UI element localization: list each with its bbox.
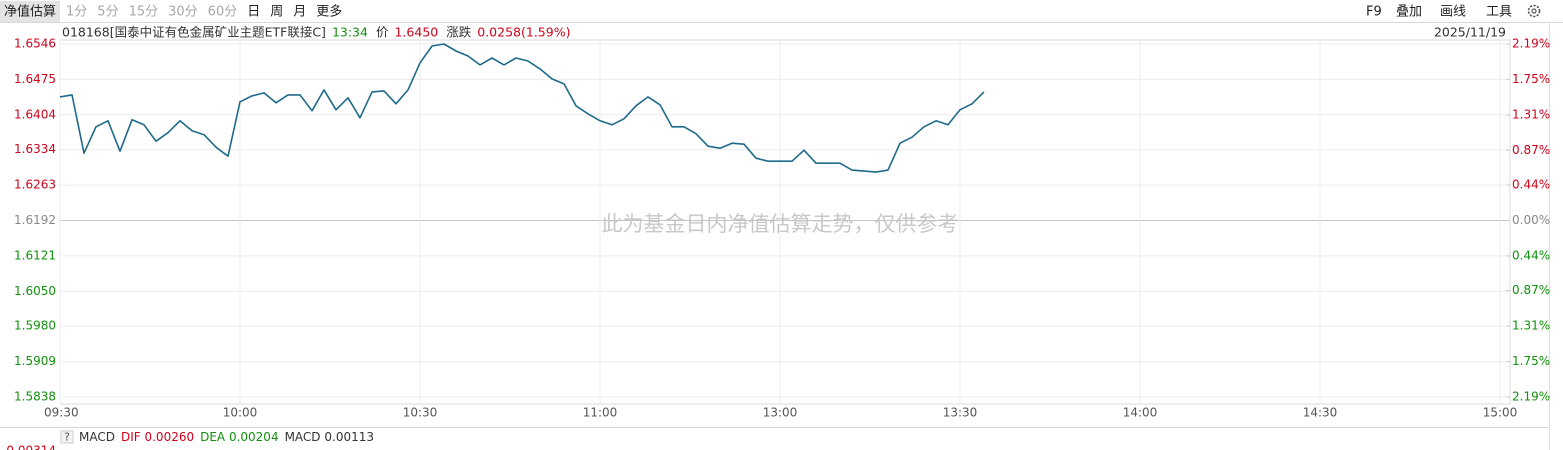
gear-inner [1531,8,1537,14]
y2-tick-label: 2.19% [1512,390,1550,404]
x-tick-label: 09:30 [44,406,79,420]
y2-tick-label: 1.31% [1512,319,1550,333]
tab[interactable]: 5分 [97,5,118,20]
x-tick-label: 14:30 [1303,406,1338,420]
tab[interactable]: 1分 [66,5,87,20]
tool-button[interactable]: 画线 [1440,5,1466,20]
x-tick-label: 11:00 [583,406,618,420]
y-tick-label: 1.5980 [14,319,56,333]
help-icon[interactable]: ? [64,431,70,444]
y2-tick-label: 1.75% [1512,72,1550,86]
settings-icon[interactable] [1527,4,1541,18]
tab[interactable]: 15分 [129,5,159,20]
y-tick-label: 1.6334 [14,142,56,156]
y-tick-label: 1.5909 [14,354,56,368]
tool-button[interactable]: 工具 [1486,5,1512,20]
gear-outer [1527,4,1541,18]
macd-macd: MACD 0.00113 [285,430,374,444]
y-tick-label: 1.6121 [14,248,56,262]
help-box[interactable] [60,430,74,444]
info-price: 1.6450 [394,25,438,40]
info-change-label: 涨跌 [446,25,472,40]
tab[interactable]: 周 [270,5,283,20]
tab[interactable]: 60分 [208,5,238,20]
y2-tick-label: 0.87% [1512,143,1550,157]
tab[interactable]: 净值估算 [4,4,56,20]
macd-dif: DIF 0.00260 [121,430,194,444]
y2-tick-label: 0.44% [1512,248,1550,262]
y-tick-label: 1.6263 [14,178,56,192]
y-tick-label: 1.6404 [14,107,56,121]
info-date: 2025/11/19 [1434,25,1506,40]
tab[interactable]: 更多 [316,4,342,20]
tool-button[interactable]: 叠加 [1396,5,1422,20]
y-tick-label: 1.6050 [14,284,56,298]
y2-tick-label: 1.31% [1512,107,1550,121]
y2-tick-label: 0.00% [1512,213,1550,227]
y-tick-label: 1.6475 [14,72,56,86]
info-price-label: 价 [376,25,389,40]
tab[interactable]: 30分 [168,5,198,20]
y2-tick-label: 2.19% [1512,37,1550,51]
y-tick-label: 1.6546 [14,37,56,51]
tab[interactable]: 日 [247,5,260,20]
x-tick-label: 15:00 [1483,406,1518,420]
x-tick-label: 10:00 [223,406,258,420]
info-time: 13:34 [332,25,368,40]
macd-title: MACD [79,430,115,444]
x-tick-label: 10:30 [403,406,438,420]
y2-tick-label: 0.44% [1512,178,1550,192]
tab[interactable]: 月 [293,5,306,20]
tool-button[interactable]: F9 [1366,5,1382,20]
y2-tick-label: 0.87% [1512,283,1550,297]
info-change: 0.0258(1.59%) [477,25,570,40]
tab-background[interactable] [0,1,61,22]
macd-dea: DEA 0.00204 [200,430,278,444]
y-tick-label: 1.6192 [14,213,56,227]
x-tick-label: 13:00 [763,406,798,420]
x-tick-label: 13:30 [943,406,978,420]
macd-axis-label: 0.00314 [6,444,56,450]
x-tick-label: 14:00 [1123,406,1158,420]
y-tick-label: 1.5838 [14,390,56,404]
price-line [59,43,985,173]
y2-tick-label: 1.75% [1512,354,1550,368]
info-fund: 018168[国泰中证有色金属矿业主题ETF联接C] [62,25,326,40]
